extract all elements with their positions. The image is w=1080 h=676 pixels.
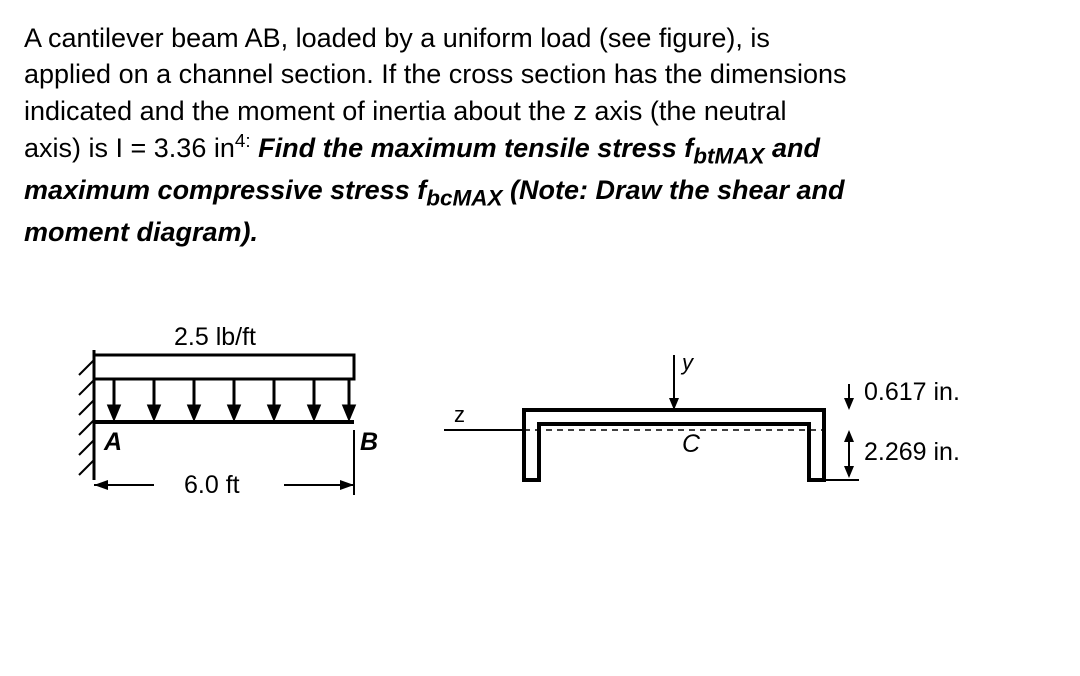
bold-text: and (765, 133, 821, 163)
load-arrows (109, 379, 354, 418)
inertia-value: 3.36 in (154, 133, 235, 163)
load-label: 2.5 lb/ft (174, 323, 256, 351)
text: indicated and the moment of inertia abou… (24, 96, 786, 126)
bold-text: moment diagram). (24, 217, 258, 247)
label-C: C (682, 430, 701, 458)
label-A: A (103, 428, 122, 456)
z-label: z (454, 402, 465, 427)
subscript: btMAX (693, 144, 764, 169)
bold-text: (Note: Draw the shear and (502, 175, 844, 205)
text: A cantilever beam AB, loaded by a unifor… (24, 23, 770, 53)
load-rect (94, 355, 354, 379)
section-figure: z y C 0.617 in. 2.269 in. (424, 320, 1004, 520)
text: applied on a channel section. If the cro… (24, 59, 847, 89)
fixed-support (79, 350, 94, 480)
label-B: B (360, 428, 378, 456)
top-dimension: 0.617 in. (844, 378, 960, 410)
figures-row: 2.5 lb/ft (24, 320, 1056, 520)
bottom-dimension: 2.269 in. (824, 430, 960, 480)
bold-text: maximum compressive stress f (24, 175, 426, 205)
bot-dim-label: 2.269 in. (864, 438, 960, 466)
problem-statement: A cantilever beam AB, loaded by a unifor… (24, 20, 1056, 250)
channel-section (524, 410, 824, 480)
y-label: y (680, 350, 695, 375)
beam-figure: 2.5 lb/ft (24, 320, 384, 520)
length-label: 6.0 ft (184, 471, 240, 499)
bold-text: Find the maximum tensile stress f (258, 133, 693, 163)
top-dim-label: 0.617 in. (864, 378, 960, 406)
text: axis) is I = (24, 133, 154, 163)
length-dimension: 6.0 ft (94, 430, 354, 499)
subscript: bcMAX (426, 185, 502, 210)
superscript: 4: (235, 131, 251, 152)
